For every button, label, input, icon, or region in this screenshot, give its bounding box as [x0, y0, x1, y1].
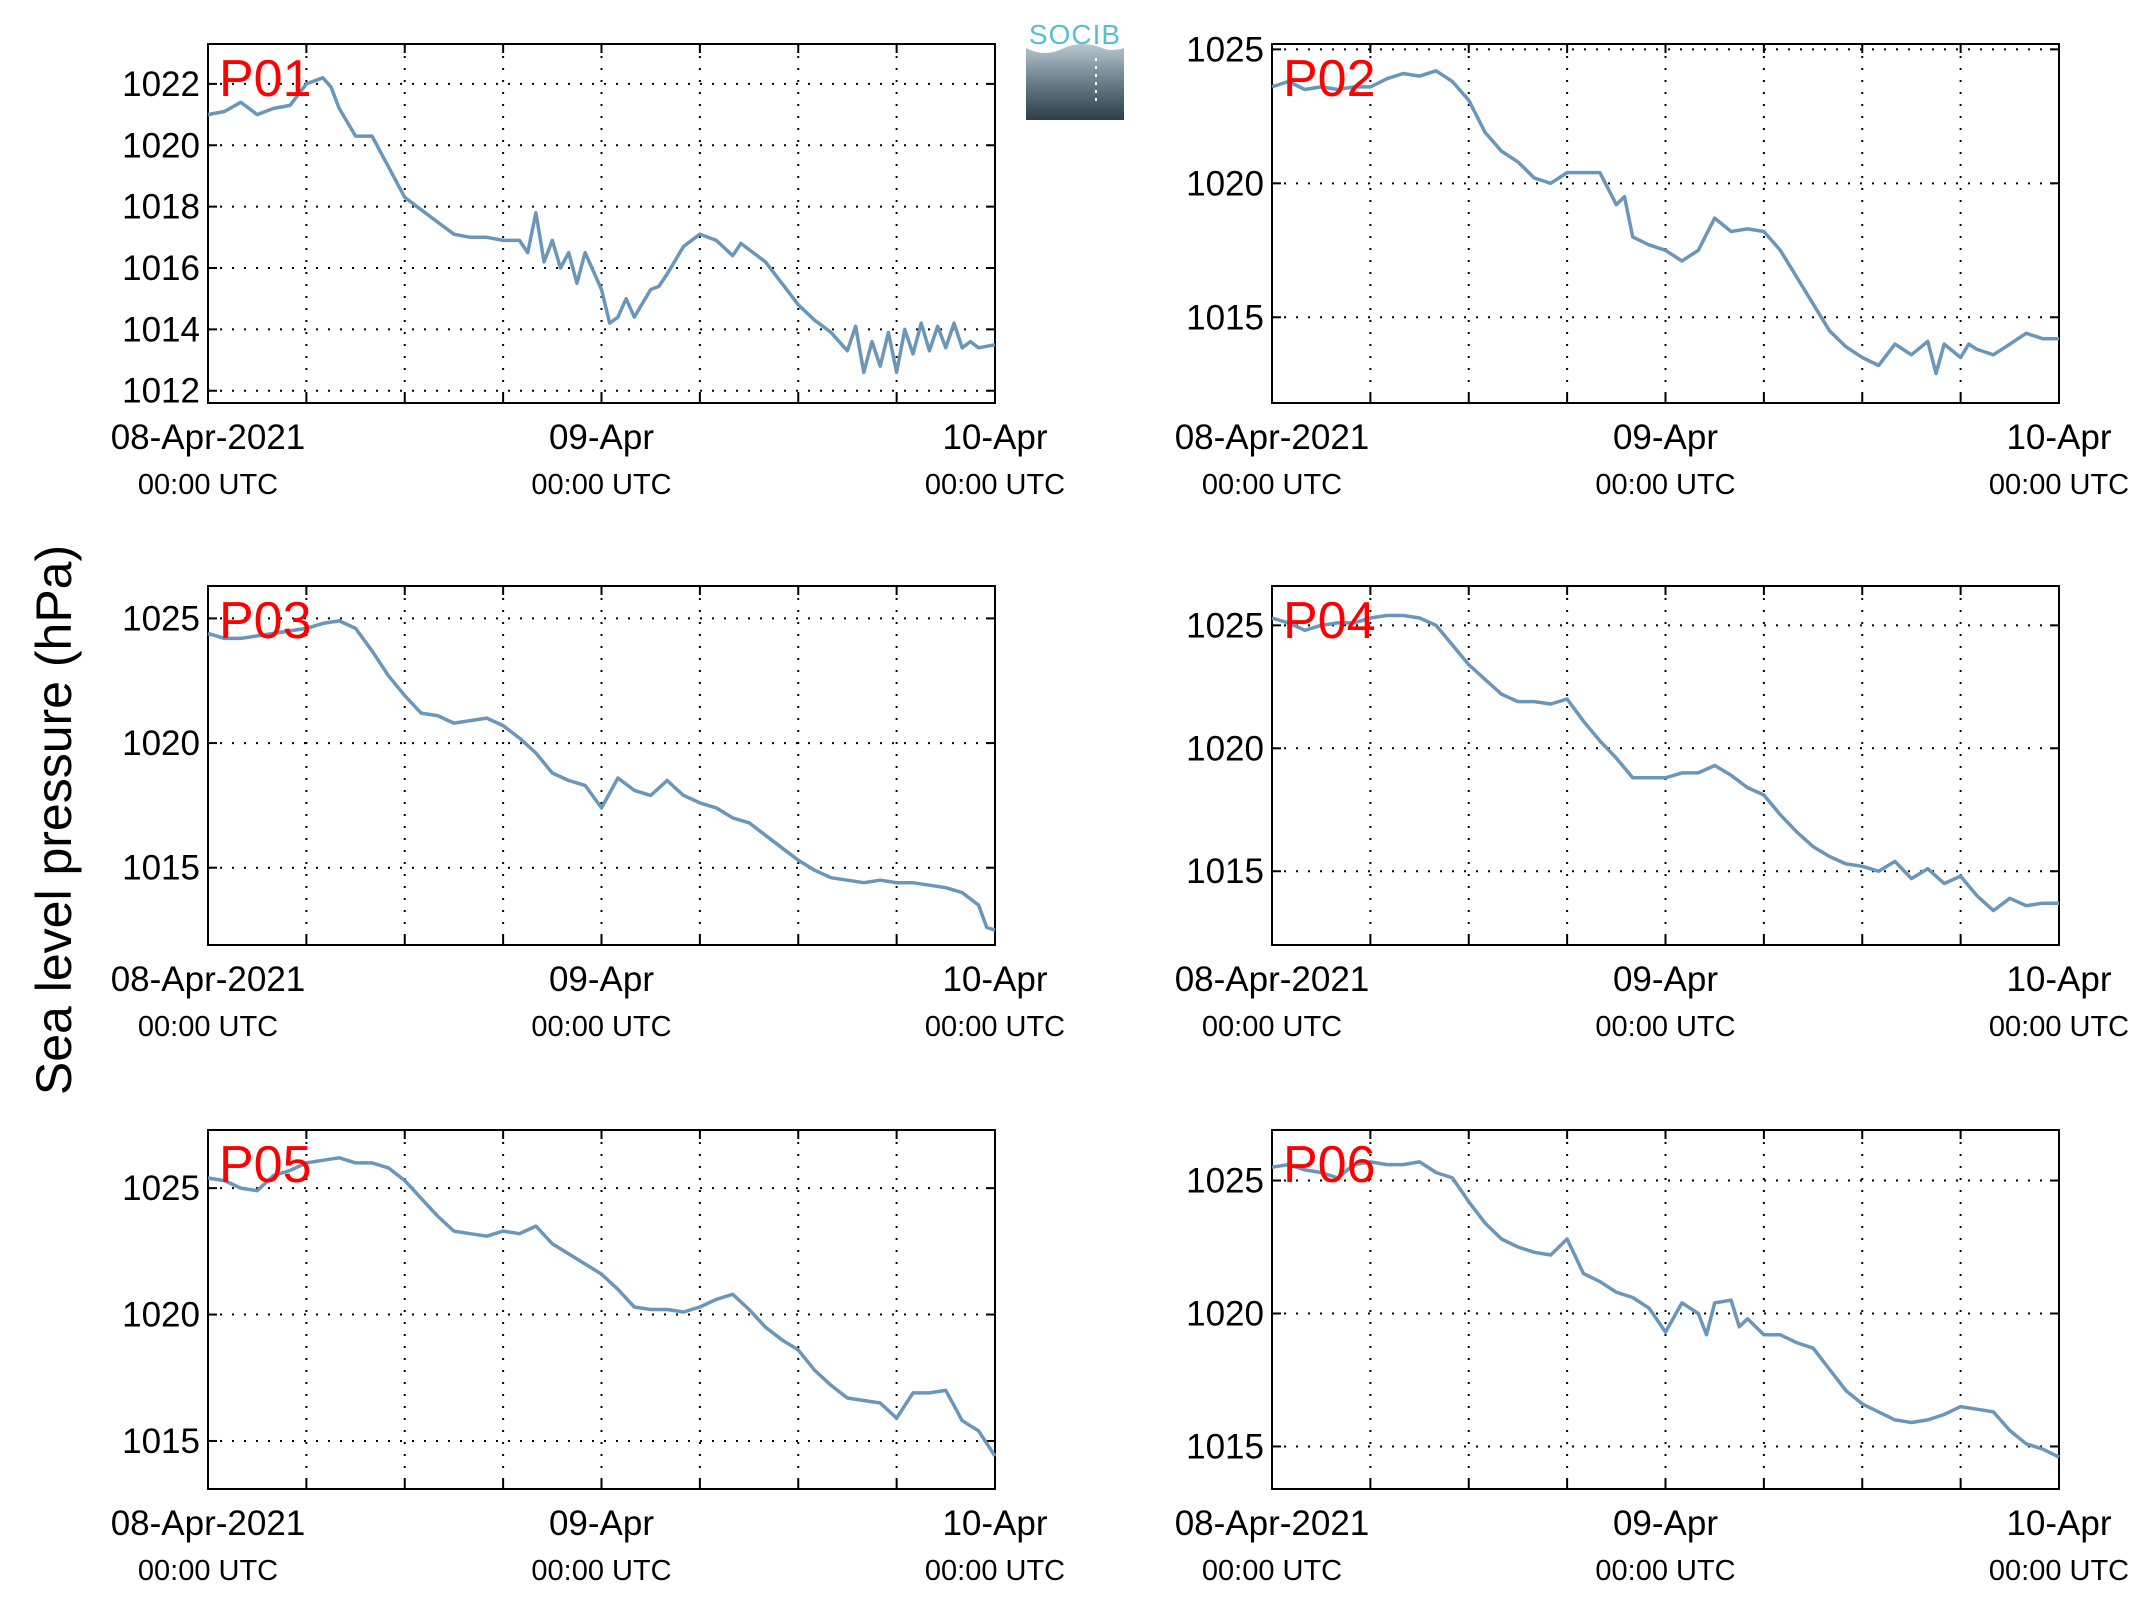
x-tick-label: 08-Apr-2021	[111, 418, 306, 457]
y-tick-label: 1015	[122, 849, 200, 888]
x-tick-sublabel: 00:00 UTC	[925, 1011, 1065, 1043]
x-tick-sublabel: 00:00 UTC	[531, 1555, 671, 1587]
panel-p04: 1015 1020 1025 08-Apr-2021 00:00 UTC 09-Apr 00…	[1175, 585, 2129, 1043]
y-tick-label: 1020	[122, 1296, 200, 1335]
x-tick-label: 10-Apr	[2006, 418, 2111, 457]
x-tick-label: 10-Apr	[2006, 1504, 2111, 1543]
plot-area	[1271, 43, 2060, 404]
x-tick-sublabel: 00:00 UTC	[1989, 1555, 2129, 1587]
x-tick-label: 08-Apr-2021	[111, 1504, 306, 1543]
x-tick-label: 10-Apr	[942, 418, 1047, 457]
plot-area	[1271, 1129, 2060, 1490]
y-axis-label: Sea level pressure (hPa)	[26, 545, 82, 1095]
socib-logo-text: SOCIB	[1029, 19, 1121, 50]
y-tick-label: 1025	[122, 599, 200, 638]
panel-p02: 1015 1020 1025 08-Apr-2021 00:00 UTC 09-Apr 00…	[1175, 30, 2129, 501]
panel-p01: 1012 1014 1016 1018 1020 1022 08-Apr-2021 00:00…	[111, 43, 1065, 501]
panel-p05: 1015 1020 1025 08-Apr-2021 00:00 UTC 09-Apr 00…	[111, 1129, 1065, 1587]
x-tick-label: 09-Apr	[549, 418, 654, 457]
plot-area	[207, 43, 996, 404]
x-tick-label: 08-Apr-2021	[111, 960, 306, 999]
plot-area	[1271, 585, 2060, 946]
panel-p03: 1015 1020 1025 08-Apr-2021 00:00 UTC 09-Apr 00…	[111, 585, 1065, 1043]
y-tick-label: 1020	[122, 126, 200, 165]
x-tick-label: 09-Apr	[549, 960, 654, 999]
plot-area	[207, 1129, 996, 1490]
station-label: P01	[219, 50, 312, 108]
x-tick-sublabel: 00:00 UTC	[925, 1555, 1065, 1587]
y-tick-label: 1016	[122, 249, 200, 288]
x-tick-sublabel: 00:00 UTC	[1202, 1555, 1342, 1587]
y-tick-label: 1014	[122, 310, 200, 349]
x-tick-label: 09-Apr	[1613, 960, 1718, 999]
y-tick-label: 1020	[1186, 164, 1264, 203]
x-tick-label: 10-Apr	[942, 1504, 1047, 1543]
plot-area	[207, 585, 996, 946]
x-tick-sublabel: 00:00 UTC	[138, 1011, 278, 1043]
y-tick-label: 1012	[122, 372, 200, 411]
x-tick-label: 08-Apr-2021	[1175, 418, 1370, 457]
y-tick-label: 1015	[1186, 298, 1264, 337]
x-tick-label: 10-Apr	[942, 960, 1047, 999]
panel-p06: 1015 1020 1025 08-Apr-2021 00:00 UTC 09-Apr 00…	[1175, 1129, 2129, 1587]
x-tick-label: 08-Apr-2021	[1175, 1504, 1370, 1543]
x-tick-sublabel: 00:00 UTC	[1202, 1011, 1342, 1043]
y-tick-label: 1022	[122, 65, 200, 104]
y-tick-label: 1020	[122, 724, 200, 763]
x-tick-label: 09-Apr	[1613, 1504, 1718, 1543]
x-tick-sublabel: 00:00 UTC	[1989, 469, 2129, 501]
x-tick-sublabel: 00:00 UTC	[1595, 1555, 1735, 1587]
station-label: P05	[219, 1136, 312, 1194]
x-tick-sublabel: 00:00 UTC	[138, 469, 278, 501]
pressure-series-line	[207, 1156, 997, 1458]
x-tick-sublabel: 00:00 UTC	[531, 469, 671, 501]
y-tick-label: 1025	[1186, 30, 1264, 69]
y-tick-label: 1015	[1186, 852, 1264, 891]
x-tick-label: 09-Apr	[1613, 418, 1718, 457]
y-tick-label: 1020	[1186, 729, 1264, 768]
x-tick-label: 10-Apr	[2006, 960, 2111, 999]
y-tick-label: 1020	[1186, 1294, 1264, 1333]
x-tick-sublabel: 00:00 UTC	[1595, 469, 1735, 501]
station-label: P06	[1283, 1136, 1376, 1194]
x-tick-sublabel: 00:00 UTC	[1595, 1011, 1735, 1043]
x-tick-label: 08-Apr-2021	[1175, 960, 1370, 999]
y-tick-label: 1025	[122, 1169, 200, 1208]
pressure-series-line	[207, 76, 996, 375]
y-tick-label: 1015	[122, 1422, 200, 1461]
pressure-series-line	[1271, 1160, 2060, 1459]
y-tick-label: 1015	[1186, 1427, 1264, 1466]
pressure-series-line	[207, 619, 996, 932]
socib-logo: SOCIB	[1026, 19, 1124, 120]
x-tick-sublabel: 00:00 UTC	[925, 469, 1065, 501]
y-tick-label: 1025	[1186, 1162, 1264, 1201]
x-tick-label: 09-Apr	[549, 1504, 654, 1543]
station-label: P04	[1283, 592, 1376, 650]
station-label: P02	[1283, 50, 1376, 108]
pressure-series-line	[1271, 69, 2059, 376]
x-tick-sublabel: 00:00 UTC	[531, 1011, 671, 1043]
station-label: P03	[219, 592, 312, 650]
x-tick-sublabel: 00:00 UTC	[1202, 469, 1342, 501]
y-tick-label: 1018	[122, 188, 200, 227]
y-tick-label: 1025	[1186, 606, 1264, 645]
x-tick-sublabel: 00:00 UTC	[138, 1555, 278, 1587]
x-tick-sublabel: 00:00 UTC	[1989, 1011, 2129, 1043]
pressure-series-line	[1271, 613, 2059, 913]
